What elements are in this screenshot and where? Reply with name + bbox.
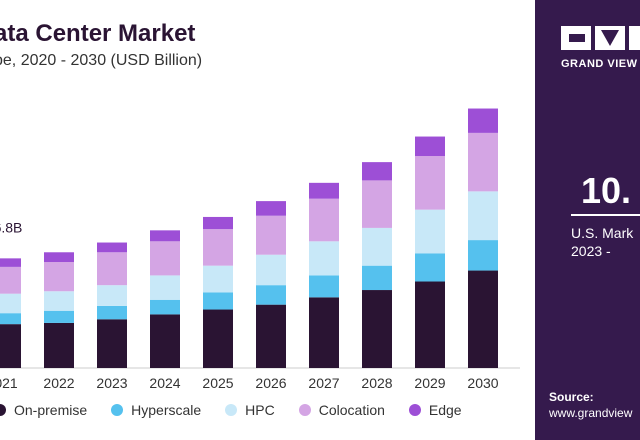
legend-item-colocation: Colocation (298, 402, 385, 418)
bar-colocation-021 (0, 266, 21, 294)
bar-edge-2029 (415, 136, 445, 157)
bar-on-premise-2030 (468, 270, 498, 368)
bar-colocation-2029 (415, 156, 445, 210)
bar-hyperscale-2027 (309, 275, 339, 298)
bar-colocation-2027 (309, 198, 339, 242)
bar-hyperscale-2029 (415, 253, 445, 282)
bar-colocation-2022 (44, 262, 74, 292)
legend-item-hyperscale: Hyperscale (111, 402, 201, 418)
bar-hyperscale-2025 (203, 292, 233, 310)
x-tick-label: 2026 (255, 375, 286, 391)
bar-colocation-2023 (97, 252, 127, 286)
bar-on-premise-2022 (44, 322, 74, 368)
legend-swatch-edge (408, 404, 421, 416)
bar-edge-021 (0, 258, 21, 267)
bar-colocation-2024 (150, 241, 180, 276)
legend-label-hyperscale: Hyperscale (131, 402, 202, 418)
bar-edge-2023 (97, 242, 127, 253)
bar-on-premise-2024 (150, 314, 180, 368)
legend-label-edge: Edge (428, 402, 462, 418)
chart-title: ata Center Market (0, 20, 196, 47)
bar-hyperscale-2024 (150, 299, 180, 315)
bar-hyperscale-2028 (362, 265, 392, 291)
x-tick-label: 2030 (467, 375, 498, 391)
bar-on-premise-2028 (362, 290, 392, 368)
bar-edge-2026 (256, 201, 286, 216)
bar-hyperscale-2023 (97, 305, 127, 320)
bar-hyperscale-2026 (256, 285, 286, 305)
x-tick-label: 021 (0, 375, 18, 391)
legend-item-on-premise: On-premise (0, 402, 87, 418)
bar-hpc-021 (0, 293, 21, 314)
legend-item-edge: Edge (408, 402, 462, 418)
bar-hpc-2025 (203, 265, 233, 293)
annotations: 6.8B (0, 219, 22, 235)
brand-name: GRAND VIEW (561, 58, 638, 70)
bar-edge-2022 (44, 252, 74, 263)
bar-edge-2028 (362, 162, 392, 181)
bar-on-premise-2027 (309, 297, 339, 368)
x-tick-label: 2027 (308, 375, 339, 391)
bar-total-label: 6.8B (0, 219, 22, 235)
bar-hpc-2030 (468, 191, 498, 241)
bar-edge-2027 (309, 182, 339, 199)
bar-colocation-2028 (362, 180, 392, 228)
x-tick-label: 2024 (149, 375, 180, 391)
x-tick-label: 2022 (43, 375, 74, 391)
x-tick-label: 2023 (96, 375, 127, 391)
x-tick-label: 2028 (361, 375, 392, 391)
source-label: Source: (549, 390, 594, 404)
legend-label-colocation: Colocation (318, 402, 385, 418)
bar-colocation-2025 (203, 229, 233, 266)
bar-hpc-2024 (150, 275, 180, 300)
brand-logo-icon (561, 26, 640, 50)
bar-hyperscale-2030 (468, 240, 498, 271)
bar-group (0, 108, 498, 368)
bar-hyperscale-021 (0, 313, 21, 325)
divider (571, 214, 640, 216)
legend-swatch-hpc (225, 404, 238, 416)
x-tick-label: 2025 (202, 375, 233, 391)
bar-hpc-2026 (256, 254, 286, 286)
bar-hpc-2022 (44, 291, 74, 311)
bar-hyperscale-2022 (44, 310, 74, 323)
bar-hpc-2029 (415, 209, 445, 254)
x-tick-labels: 021 2022 2023 2024 2025 2026 2027 2028 2029 2030 (0, 375, 499, 391)
legend-swatch-on-premise (0, 404, 6, 416)
bar-colocation-2030 (468, 132, 498, 192)
bar-hpc-2028 (362, 227, 392, 266)
market-size-label-line2: 2023 - (571, 243, 611, 259)
market-size-label-line1: U.S. Mark (571, 225, 634, 241)
stacked-bar-chart: 021202220232024202520262027202820292030 … (0, 108, 520, 391)
bar-hpc-2023 (97, 285, 127, 306)
bar-on-premise-021 (0, 324, 21, 368)
legend-item-hpc: HPC (225, 402, 275, 418)
bar-hpc-2027 (309, 241, 339, 276)
source-url[interactable]: www.grandview (549, 406, 633, 420)
x-tick-label: 2029 (414, 375, 445, 391)
legend-label-hpc: HPC (245, 402, 275, 418)
bar-colocation-2026 (256, 215, 286, 255)
market-size-label: U.S. Mark 2023 - (571, 224, 633, 260)
legend: On-premise Hyperscale HPC Colocation Edg… (0, 402, 486, 418)
bar-edge-2024 (150, 230, 180, 242)
legend-swatch-hyperscale (111, 404, 124, 416)
info-sidebar: GRAND VIEW 10. U.S. Mark 2023 - Source: … (535, 0, 640, 440)
legend-label-on-premise: On-premise (14, 402, 88, 418)
bar-on-premise-2026 (256, 304, 286, 368)
market-size-value: 10. (581, 170, 632, 211)
bar-on-premise-2029 (415, 281, 445, 368)
chart-subtitle: pe, 2020 - 2030 (USD Billion) (0, 52, 203, 69)
legend-swatch-colocation (298, 404, 311, 416)
bar-edge-2025 (203, 216, 233, 230)
bar-on-premise-2025 (203, 309, 233, 368)
bar-edge-2030 (468, 108, 498, 133)
bar-on-premise-2023 (97, 319, 127, 368)
